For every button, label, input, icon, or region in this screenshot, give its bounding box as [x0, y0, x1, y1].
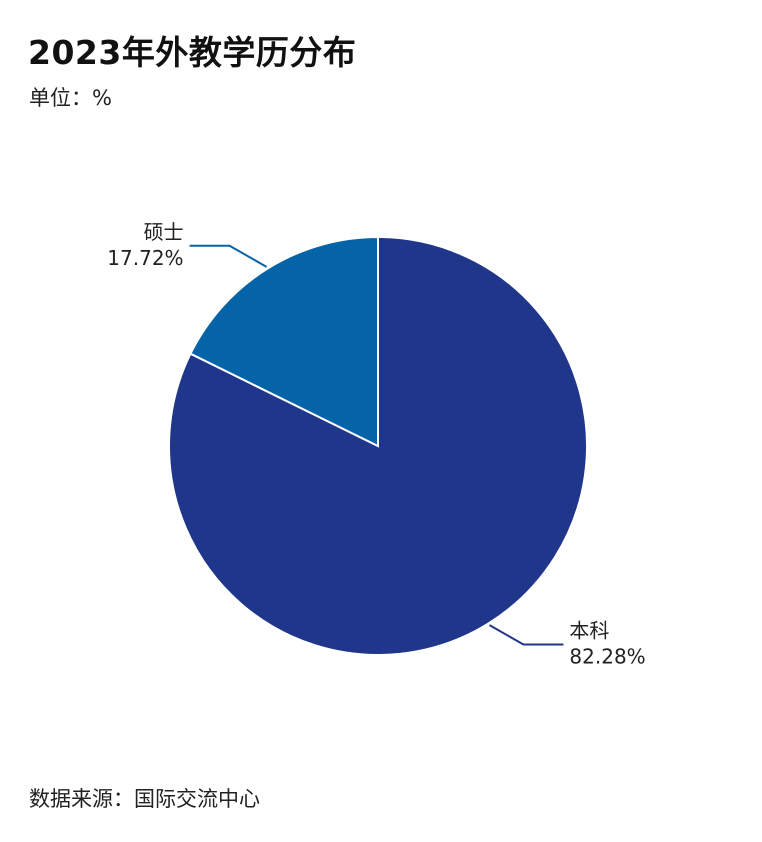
unit-label: 单位：%: [29, 86, 112, 110]
pie-slice-1: [168, 235, 588, 656]
slice-name-label-2: 硕士: [144, 220, 184, 244]
slice-name-label-1: 本科: [569, 618, 609, 642]
leader-line-1: [488, 624, 564, 646]
pie-leader-lines: [189, 244, 564, 646]
slice-value-label-2: 17.72%: [107, 246, 183, 270]
pie-slice-2: [189, 235, 379, 448]
leader-line-2: [189, 244, 268, 268]
slice-value-label-1: 82.28%: [569, 644, 645, 668]
chart-title: 2023年外教学历分布: [28, 33, 357, 72]
pie-slices: [168, 235, 588, 656]
data-source: 数据来源：国际交流中心: [29, 787, 260, 811]
